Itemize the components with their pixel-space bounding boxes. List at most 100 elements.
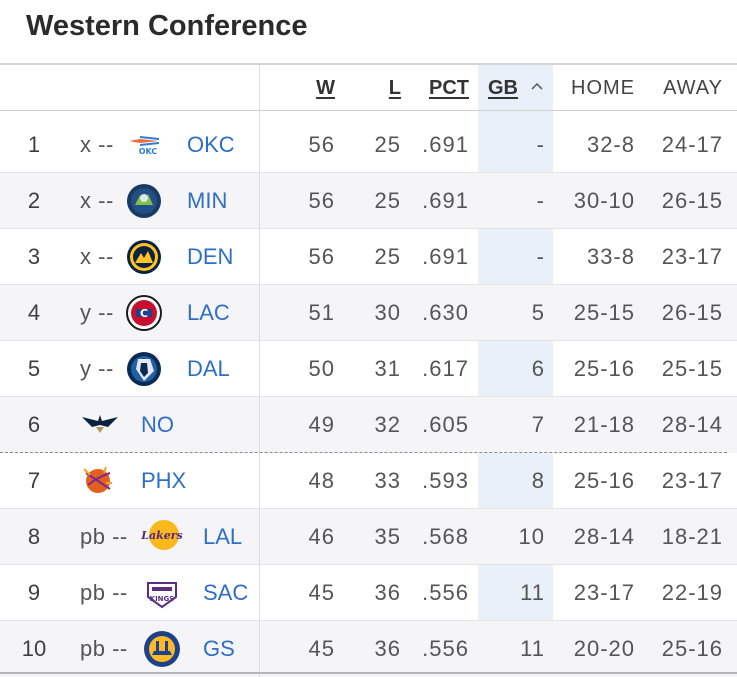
sac-logo[interactable]: KINGS (144, 575, 180, 611)
table-row-no: 6 NO 49 32 .605 7 21-18 28-14 (0, 397, 737, 453)
column-divider (259, 509, 260, 565)
away-record-cell: 18-21 (661, 524, 723, 549)
col-header-away: AWAY (663, 77, 723, 99)
okc-logo[interactable]: OKC (126, 127, 162, 163)
pct-cell: .568 (422, 524, 469, 549)
row-divider (0, 284, 737, 285)
team-link[interactable]: PHX (141, 468, 187, 493)
team-rank: 8 (27, 524, 41, 549)
table-row-den: 3 x -- DEN 56 25 .691 - 33-8 23-17 (0, 229, 737, 285)
gb-cell: 10 (518, 524, 545, 549)
no-logo[interactable] (80, 407, 118, 443)
col-header-w[interactable]: W (316, 77, 335, 99)
min-logo[interactable] (126, 183, 162, 219)
clinch-status: y -- (80, 356, 114, 381)
gb-column-highlight (478, 65, 553, 676)
away-record-cell: 22-19 (661, 580, 723, 605)
home-record-cell: 28-14 (573, 524, 635, 549)
col-header-home: HOME (571, 77, 635, 99)
table-row-sac: 9 pb -- KINGS SAC 45 36 .556 11 23-17 22… (0, 565, 737, 621)
standings-table: W L PCT GB HOME AWAY 1 x -- OKC OKC 56 2… (0, 63, 737, 677)
column-divider (259, 285, 260, 341)
away-record-cell: 28-14 (661, 412, 723, 437)
column-divider (259, 621, 260, 677)
column-divider (259, 453, 260, 509)
clinch-status: x -- (80, 244, 114, 269)
svg-text:C: C (140, 307, 148, 320)
header-divider (0, 110, 737, 111)
col-header-l[interactable]: L (388, 77, 401, 99)
gb-cell: 5 (531, 300, 545, 325)
team-link[interactable]: LAC (187, 300, 230, 325)
row-divider (0, 564, 737, 565)
away-record-cell: 25-16 (661, 636, 723, 661)
row-divider (0, 172, 737, 173)
row-divider (0, 396, 737, 397)
team-rank: 5 (27, 356, 41, 381)
team-rank: 9 (27, 580, 41, 605)
team-rank: 6 (27, 412, 41, 437)
pct-cell: .605 (422, 412, 469, 437)
losses-cell: 32 (374, 412, 401, 437)
table-bottom-border (0, 672, 737, 674)
team-link[interactable]: DEN (187, 244, 234, 269)
away-record-cell: 25-15 (661, 356, 723, 381)
team-rank: 3 (27, 244, 41, 269)
gb-cell: 8 (531, 468, 545, 493)
lac-logo[interactable]: C (126, 295, 162, 331)
team-link[interactable]: LAL (203, 524, 243, 549)
clinch-status: pb -- (80, 636, 128, 661)
phx-logo[interactable] (80, 463, 116, 499)
home-record-cell: 33-8 (586, 244, 635, 269)
team-link[interactable]: SAC (203, 580, 249, 605)
table-row-min: 2 x -- MIN 56 25 .691 - 30-10 26-15 (0, 173, 737, 229)
gb-cell: 7 (531, 412, 545, 437)
gb-cell: - (536, 188, 545, 213)
dal-logo[interactable] (126, 351, 162, 387)
losses-cell: 36 (374, 636, 401, 661)
team-rank: 10 (21, 636, 47, 661)
column-divider (259, 173, 260, 229)
pct-cell: .691 (422, 188, 469, 213)
table-row-phx: 7 PHX 48 33 .593 8 25-16 23-17 (0, 453, 737, 509)
gb-cell: - (536, 132, 545, 157)
clinch-status: x -- (80, 132, 114, 157)
home-record-cell: 21-18 (573, 412, 635, 437)
pct-cell: .617 (422, 356, 469, 381)
home-record-cell: 25-16 (573, 356, 635, 381)
svg-text:OKC: OKC (139, 147, 158, 156)
wins-cell: 50 (308, 356, 335, 381)
table-row-dal: 5 y -- DAL 50 31 .617 6 25-16 25-15 (0, 341, 737, 397)
lal-logo[interactable]: Lakers (140, 517, 183, 553)
pct-cell: .556 (422, 580, 469, 605)
den-logo[interactable] (126, 239, 162, 275)
svg-text:KINGS: KINGS (150, 595, 175, 603)
table-row-lal: 8 pb -- Lakers LAL 46 35 .568 10 28-14 1… (0, 509, 737, 565)
wins-cell: 56 (308, 132, 335, 157)
col-header-pct[interactable]: PCT (429, 77, 469, 99)
team-link[interactable]: DAL (187, 356, 230, 381)
losses-cell: 25 (374, 188, 401, 213)
col-header-gb[interactable]: GB (488, 77, 518, 99)
team-link[interactable]: OKC (187, 132, 235, 157)
home-record-cell: 32-8 (586, 132, 635, 157)
row-divider (0, 228, 737, 229)
gb-cell: 11 (520, 580, 545, 605)
wins-cell: 45 (308, 636, 335, 661)
team-rank: 1 (27, 132, 41, 157)
team-link[interactable]: NO (141, 412, 174, 437)
wins-cell: 56 (308, 244, 335, 269)
table-top-border (0, 63, 737, 65)
team-link[interactable]: GS (203, 636, 235, 661)
team-link[interactable]: MIN (187, 188, 228, 213)
pct-cell: .630 (422, 300, 469, 325)
team-rank: 4 (27, 300, 41, 325)
away-record-cell: 24-17 (661, 132, 723, 157)
gs-logo[interactable] (142, 629, 180, 667)
losses-cell: 25 (374, 244, 401, 269)
pct-cell: .691 (422, 244, 469, 269)
chevron-up-icon[interactable] (528, 77, 546, 95)
losses-cell: 35 (374, 524, 401, 549)
losses-cell: 25 (374, 132, 401, 157)
pct-cell: .593 (422, 468, 469, 493)
